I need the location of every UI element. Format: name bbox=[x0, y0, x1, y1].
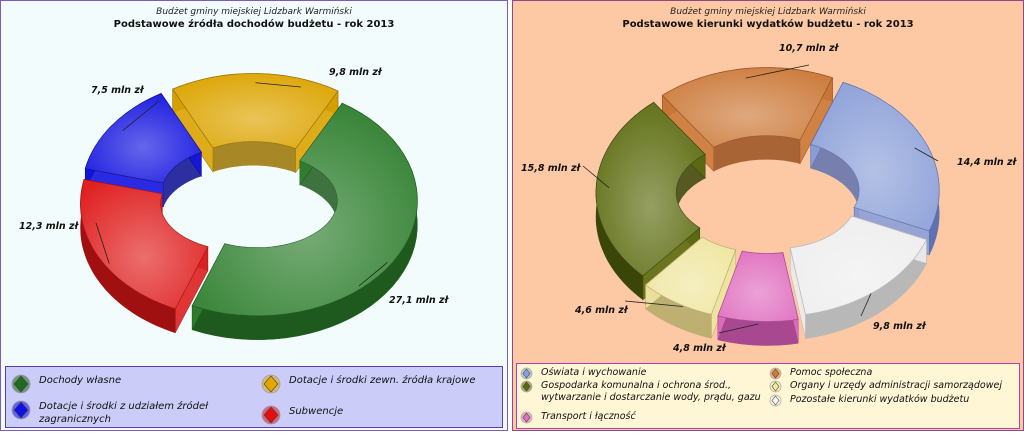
chart-title: Podstawowe źródła dochodów budżetu - rok… bbox=[113, 19, 395, 30]
value-label-gospodarka-komunalna-i-ochrona-srod-wytw: 15,8 mln zł bbox=[521, 163, 582, 174]
expense-chart-panel: Budżet gminy miejskiej Lidzbark Warmińsk… bbox=[512, 0, 1024, 431]
label-leader-line bbox=[718, 323, 759, 334]
value-label-organy-i-urzedy-administracji-samorzadow: 4,6 mln zł bbox=[574, 305, 629, 316]
income-legend: Dochody własne Dotacje i środki zewn. źró… bbox=[5, 366, 503, 428]
legend-item-dotacje-i-srodki-zewn-zrodla-krajowe[interactable]: Dotacje i środki zewn. źródła krajowe bbox=[261, 374, 496, 394]
income-chart-panel: Budżet gminy miejskiej Lidzbark Warmińsk… bbox=[0, 0, 508, 431]
label-leader-line bbox=[582, 165, 610, 189]
donut-slices bbox=[595, 67, 940, 346]
legend-swatch-icon bbox=[769, 367, 782, 380]
label-leader-line bbox=[255, 82, 302, 88]
legend-swatch-icon bbox=[520, 367, 533, 380]
legend-item-oswiata-i-wychowanie[interactable]: Oświata i wychowanie bbox=[520, 367, 766, 380]
slice-subwencje[interactable] bbox=[80, 179, 209, 334]
slice-gospodarka-komunalna-i-ochrona-srod-wytw[interactable] bbox=[595, 101, 706, 301]
legend-item-pomoc-spoleczna[interactable]: Pomoc społeczna bbox=[769, 367, 1017, 380]
label-leader-line bbox=[358, 262, 388, 287]
legend-label: Pozostałe kierunki wydatków budżetu bbox=[790, 394, 970, 405]
slice-organy-i-urzedy-administracji-samorzadow[interactable] bbox=[644, 236, 737, 339]
legend-label: Dochody własne bbox=[39, 375, 122, 386]
value-label-dotacje-i-srodki-zewn-zrodla-krajowe: 9,8 mln zł bbox=[329, 67, 383, 78]
value-label-transport-i-lacznosc: 4,8 mln zł bbox=[672, 343, 727, 354]
legend-label: Organy i urzędy administracji samorządow… bbox=[790, 380, 1002, 391]
legend-label: Transport i łączność bbox=[541, 411, 636, 422]
legend-label: Oświata i wychowanie bbox=[541, 367, 647, 378]
income-donut-chart: 27,1 mln zł 12,3 mln zł 7,5 mln zł 9,8 mln … bbox=[19, 67, 450, 340]
legend-item-gospodarka-komunalna-i-ochrona-srod-wytw[interactable]: Gospodarka komunalna i ochrona środ., wy… bbox=[520, 380, 766, 404]
slice-pozostale-kierunki-wydatkow-budzetu[interactable] bbox=[789, 215, 928, 339]
value-label-dochody-wlasne: 27,1 mln zł bbox=[389, 295, 450, 306]
legend-item-subwencje[interactable]: Subwencje bbox=[261, 405, 496, 425]
value-label-subwencje: 12,3 mln zł bbox=[19, 221, 80, 232]
legend-swatch-icon bbox=[769, 394, 782, 407]
chart-subtitle: Budżet gminy miejskiej Lidzbark Warmińsk… bbox=[156, 7, 352, 17]
legend-swatch-icon bbox=[11, 400, 31, 420]
chart-subtitle: Budżet gminy miejskiej Lidzbark Warmińsk… bbox=[670, 7, 866, 17]
legend-swatch-icon bbox=[261, 374, 281, 394]
slice-transport-i-lacznosc[interactable] bbox=[717, 250, 799, 346]
legend-item-organy-i-urzedy-administracji-samorzadow[interactable]: Organy i urzędy administracji samorządow… bbox=[769, 380, 1017, 393]
label-leader-line bbox=[95, 222, 110, 264]
legend-label: Gospodarka komunalna i ochrona środ., wy… bbox=[541, 380, 761, 403]
label-leader-line bbox=[745, 64, 810, 79]
label-leader-line bbox=[122, 100, 160, 132]
legend-swatch-icon bbox=[11, 374, 31, 394]
legend-item-dotacje-i-srodki-z-udzialem-zrodel-zagra[interactable]: Dotacje i środki z udziałem źródeł zagra… bbox=[11, 400, 251, 426]
donut-slices bbox=[80, 73, 418, 340]
value-label-pozostale-kierunki-wydatkow-budzetu: 9,8 mln zł bbox=[873, 321, 927, 332]
label-leader-line bbox=[914, 147, 939, 162]
label-leader-line bbox=[860, 293, 872, 317]
legend-swatch-icon bbox=[769, 380, 782, 393]
legend-swatch-icon bbox=[261, 405, 281, 425]
legend-item-transport-i-lacznosc[interactable]: Transport i łączność bbox=[520, 411, 766, 424]
legend-label: Dotacje i środki zewn. źródła krajowe bbox=[289, 375, 476, 386]
slice-pomoc-spoleczna[interactable] bbox=[661, 67, 834, 173]
value-label-pomoc-spoleczna: 10,7 mln zł bbox=[779, 43, 840, 54]
legend-swatch-icon bbox=[520, 411, 533, 424]
slice-dotacje-i-srodki-zewn-zrodla-krajowe[interactable] bbox=[172, 73, 339, 174]
value-label-oswiata-i-wychowanie: 14,4 mln zł bbox=[957, 157, 1018, 168]
legend-label: Pomoc społeczna bbox=[790, 367, 873, 378]
expense-legend: Oświata i wychowanie Pomoc społeczna Gospo… bbox=[516, 363, 1020, 429]
chart-title: Podstawowe kierunki wydatków budżetu - r… bbox=[622, 19, 914, 30]
legend-swatch-icon bbox=[520, 380, 533, 393]
legend-item-dochody-wlasne[interactable]: Dochody własne bbox=[11, 374, 251, 394]
slice-dochody-wlasne[interactable] bbox=[191, 102, 418, 340]
label-leader-line bbox=[624, 300, 683, 307]
value-label-dotacje-i-srodki-z-udzialem-zrodel-zagra: 7,5 mln zł bbox=[91, 85, 145, 96]
legend-item-pozostale-kierunki-wydatkow-budzetu[interactable]: Pozostałe kierunki wydatków budżetu bbox=[769, 394, 1017, 407]
legend-label: Subwencje bbox=[289, 406, 344, 417]
expense-donut-chart: 14,4 mln zł 9,8 mln zł 4,8 mln zł 4,6 mln z… bbox=[521, 43, 1018, 354]
legend-label: Dotacje i środki z udziałem źródeł zagra… bbox=[39, 401, 209, 425]
